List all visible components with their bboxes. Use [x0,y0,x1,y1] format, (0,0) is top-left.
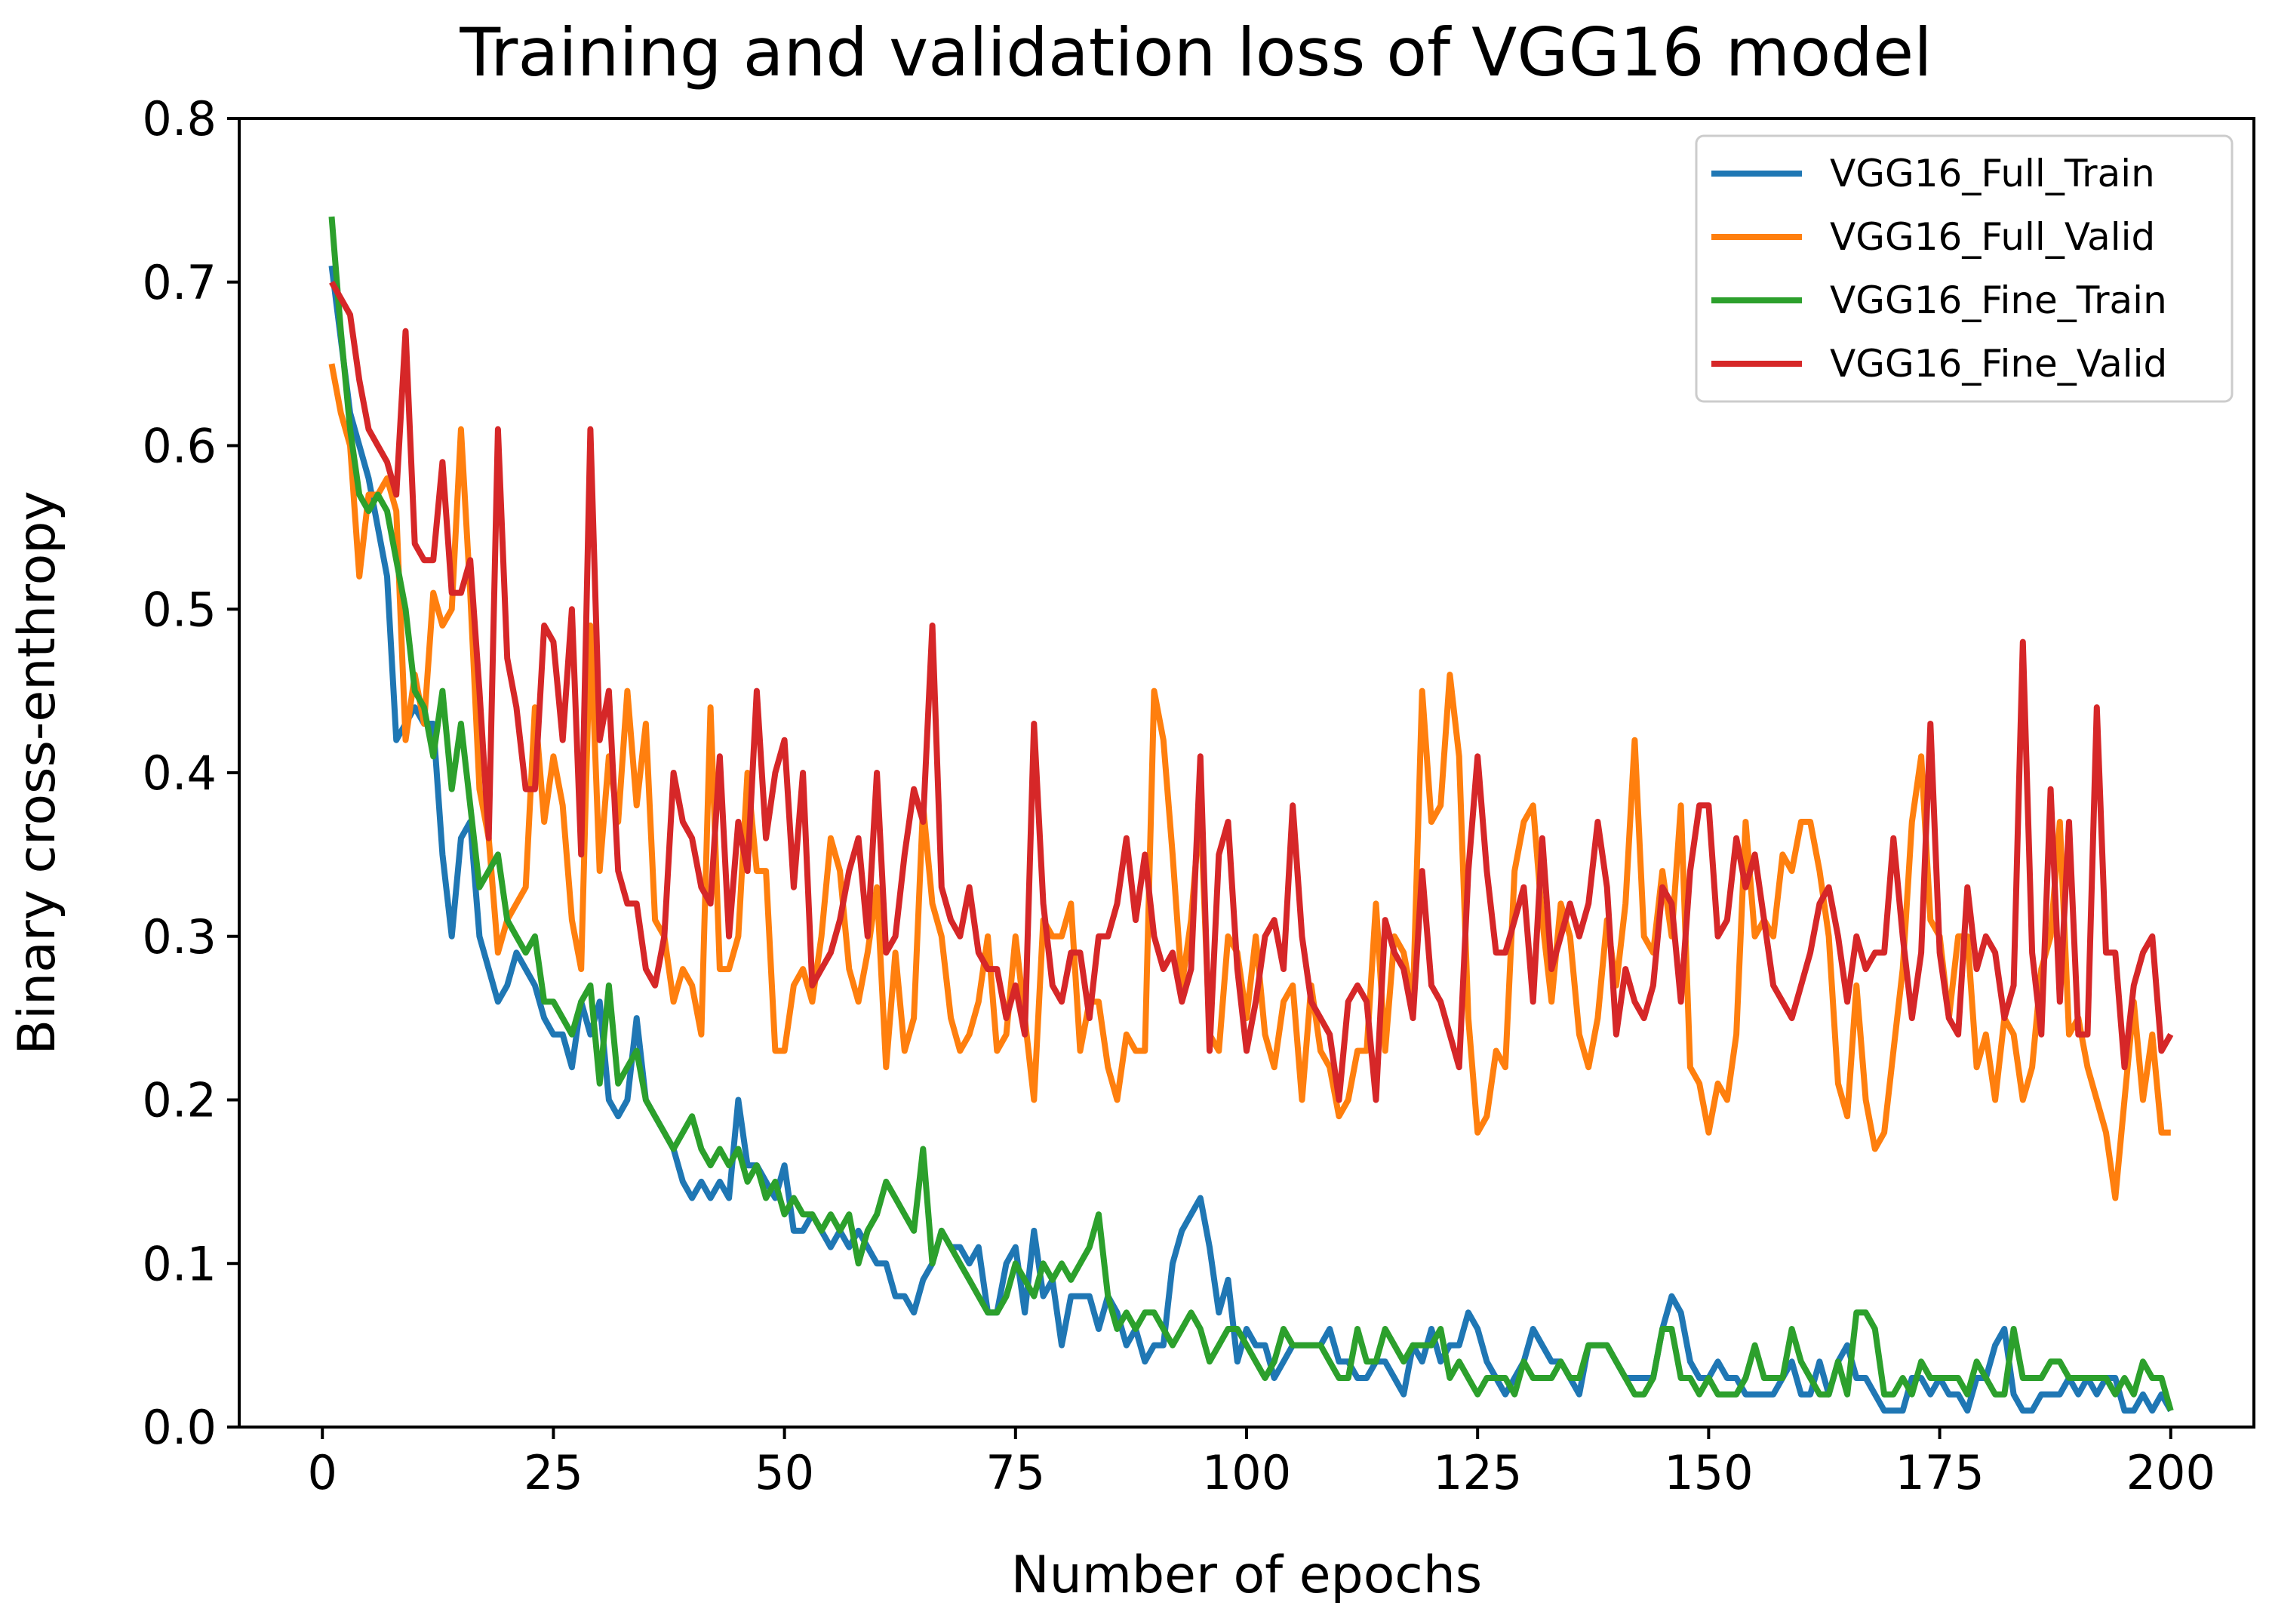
x-tick-label: 125 [1433,1445,1522,1500]
y-tick-label: 0.2 [142,1073,217,1128]
x-tick-label: 25 [524,1445,583,1500]
x-tick-label: 100 [1202,1445,1291,1500]
x-tick-label: 150 [1664,1445,1753,1500]
series-lines [328,216,2174,1414]
y-tick-label: 0.6 [142,419,217,474]
x-axis-label: Number of epochs [1011,1546,1482,1605]
legend-label-vgg16-full-train: VGG16_Full_Train [1830,152,2155,195]
x-tick-label: 200 [2126,1445,2215,1500]
y-tick-label: 0.5 [142,582,217,637]
legend: VGG16_Full_Train VGG16_Full_Valid VGG16_Fi… [1695,134,2234,403]
x-tick-label: 175 [1895,1445,1984,1500]
y-axis-label: Binary cross-enthropy [8,491,67,1054]
legend-box [1695,134,2234,403]
series-line-vgg16-fine-train [328,216,2174,1412]
x-tick-label: 75 [985,1445,1045,1500]
y-tick-label: 0.4 [142,746,217,801]
y-axis: 0.0 0.1 0.2 0.3 0.4 0.5 0.6 0.7 0.8 [142,91,239,1455]
y-tick-label: 0.7 [142,255,217,310]
y-tick-label: 0.0 [142,1400,217,1455]
y-tick-label: 0.8 [142,91,217,146]
legend-label-vgg16-fine-train: VGG16_Fine_Train [1830,278,2167,322]
x-tick-label: 0 [308,1445,337,1500]
legend-label-vgg16-fine-valid: VGG16_Fine_Valid [1830,342,2167,386]
plot-area [238,117,2255,1429]
series-line-vgg16-full-valid [328,363,2171,1201]
x-tick-label: 50 [755,1445,814,1500]
y-tick-label: 0.1 [142,1236,217,1291]
y-tick-label: 0.3 [142,909,217,964]
chart-title: Training and validation loss of VGG16 mo… [459,14,1932,91]
series-line-vgg16-fine-valid [329,280,2174,1103]
legend-label-vgg16-full-valid: VGG16_Full_Valid [1830,215,2155,259]
x-axis: 0 25 50 75 100 125 150 175 200 [308,1427,2215,1500]
